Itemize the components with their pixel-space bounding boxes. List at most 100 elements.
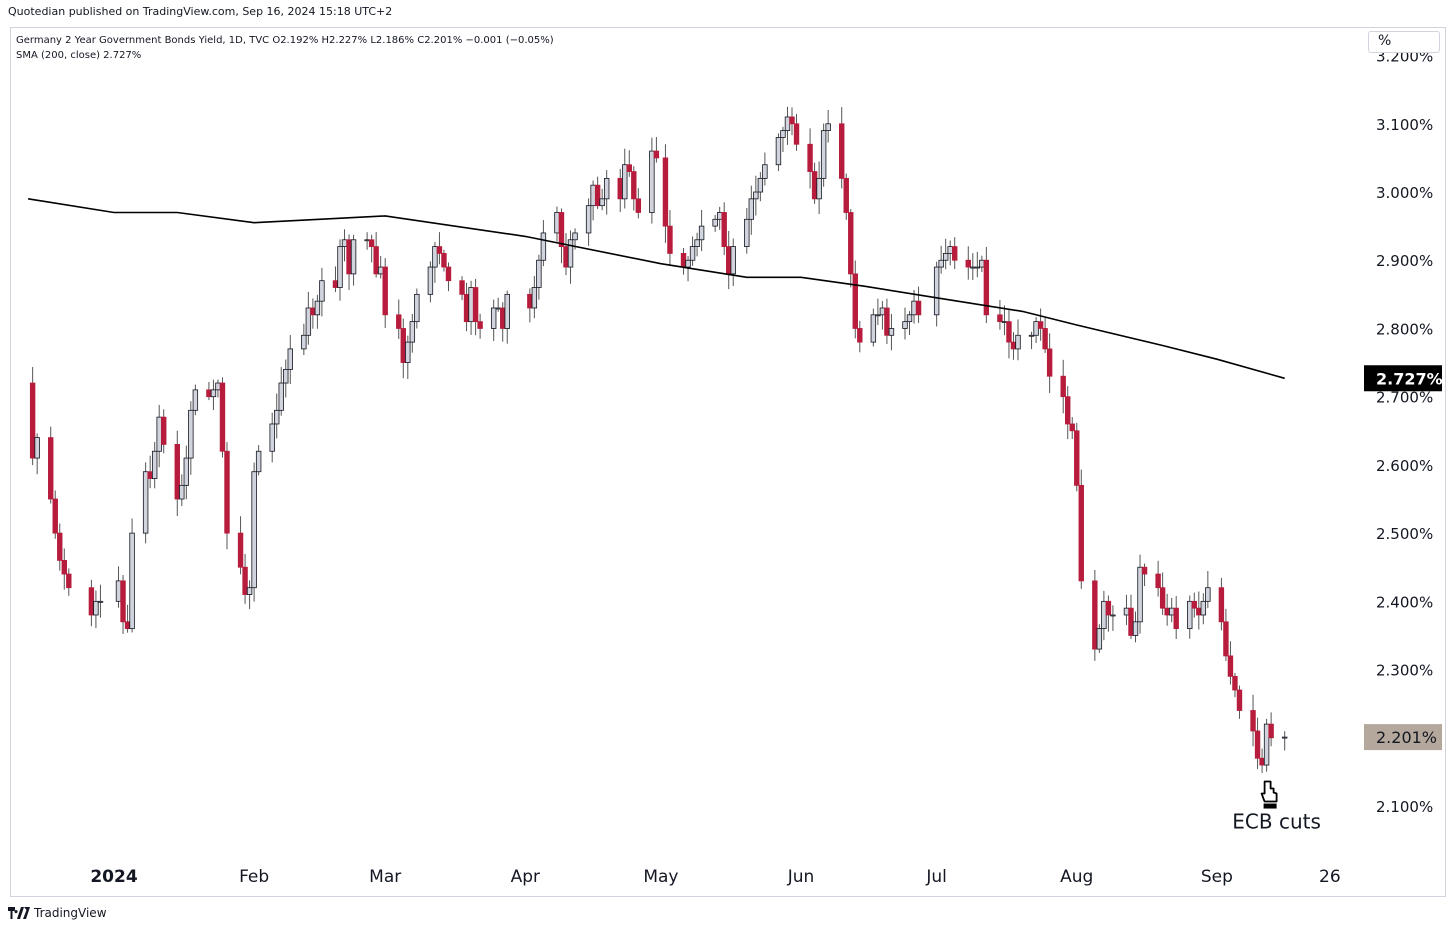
candle-2024-07-02 xyxy=(938,245,944,274)
candle-2024-05-29 xyxy=(784,106,791,145)
candle-2024-02-29 xyxy=(377,256,384,279)
candle-2024-08-16 xyxy=(1141,563,1148,587)
svg-text:2.727%: 2.727% xyxy=(1376,369,1443,388)
time-axis[interactable]: 2024 Feb Mar Apr May Jun Jul Aug Sep 26 xyxy=(90,867,1340,887)
candle-2024-09-12 xyxy=(1263,718,1270,772)
price-tick-label: 2.700% xyxy=(1376,389,1433,407)
candle-2024-07-01 xyxy=(933,261,940,327)
candle-2024-08-01 xyxy=(1074,422,1080,492)
candle-2024-07-31 xyxy=(1069,417,1075,440)
sma-value-badge: 2.727% xyxy=(1364,365,1443,392)
price-tick-label: 3.000% xyxy=(1376,184,1433,202)
annotation-ecb-cuts: ECB cuts xyxy=(1232,780,1321,834)
candle-2024-01-09 xyxy=(147,455,153,489)
candle-2024-06-24 xyxy=(902,307,908,340)
candle-2024-04-10 xyxy=(563,233,569,276)
candle-2024-08-22 xyxy=(1168,597,1175,623)
price-axis[interactable]: 2.100%2.200%2.300%2.400%2.500%2.600%2.70… xyxy=(1376,48,1433,816)
candle-2024-04-19 xyxy=(603,170,610,215)
candle-2024-06-03 xyxy=(807,128,813,189)
candle-2024-08-21 xyxy=(1164,593,1170,626)
candle-2024-02-07 xyxy=(278,367,284,416)
candle-2024-07-26 xyxy=(1046,333,1053,394)
candle-2024-01-29 xyxy=(237,516,244,575)
candle-2024-05-09 xyxy=(694,232,700,257)
candle-2024-06-20 xyxy=(884,298,890,345)
candle-2024-08-02 xyxy=(1078,469,1084,589)
candle-2024-03-07 xyxy=(409,314,416,353)
candle-2024-02-06 xyxy=(274,393,280,439)
candle-2024-05-15 xyxy=(721,202,727,256)
candle-2024-07-30 xyxy=(1065,386,1071,440)
candle-2024-05-16 xyxy=(726,230,732,290)
candle-2024-01-24 xyxy=(215,379,221,398)
time-tick-label: Feb xyxy=(239,867,269,887)
candle-2024-02-14 xyxy=(310,298,316,329)
candle-2024-06-05 xyxy=(816,161,822,215)
candle-2024-03-13 xyxy=(436,232,443,265)
candle-2024-04-22 xyxy=(617,168,623,213)
candle-2024-09-13 xyxy=(1268,712,1274,747)
candle-2024-07-08 xyxy=(965,246,971,280)
time-tick-label: Jul xyxy=(925,867,947,887)
time-tick-label: Sep xyxy=(1201,867,1233,887)
candle-2023-12-22 xyxy=(66,568,72,596)
candle-2024-01-30 xyxy=(242,553,248,604)
candle-2024-06-25 xyxy=(906,311,913,336)
candle-2024-04-23 xyxy=(622,148,628,209)
candle-2024-03-21 xyxy=(472,278,479,336)
candle-2024-04-11 xyxy=(567,230,574,284)
candle-2024-04-05 xyxy=(540,220,547,267)
candle-2024-03-18 xyxy=(459,276,465,301)
time-tick-label: 26 xyxy=(1319,867,1341,887)
candle-2024-06-12 xyxy=(848,209,854,288)
candle-2024-08-12 xyxy=(1123,594,1130,626)
candle-2024-01-31 xyxy=(246,580,253,610)
price-tick-label: 2.900% xyxy=(1376,252,1433,270)
candle-2024-03-27 xyxy=(500,302,506,342)
candle-2024-09-03 xyxy=(1223,608,1229,661)
candle-2024-05-23 xyxy=(757,172,764,202)
candle-2024-09-02 xyxy=(1218,577,1225,631)
candle-2024-05-30 xyxy=(789,107,795,136)
candle-2024-01-26 xyxy=(224,442,230,550)
candle-2024-01-02 xyxy=(115,566,122,608)
candle-2024-08-26 xyxy=(1187,595,1193,639)
candle-2024-01-22 xyxy=(206,381,212,401)
time-tick-label: May xyxy=(643,867,678,887)
candle-2024-08-19 xyxy=(1155,560,1161,597)
price-tick-label: 2.800% xyxy=(1376,320,1433,338)
candle-2024-07-10 xyxy=(974,251,981,278)
candle-2024-05-13 xyxy=(712,214,718,232)
candle-2024-04-02 xyxy=(527,288,533,323)
candle-2024-06-21 xyxy=(888,313,895,351)
candle-2024-06-07 xyxy=(825,109,831,143)
time-tick-label: Mar xyxy=(369,867,401,887)
candle-2024-07-11 xyxy=(979,255,985,273)
candle-2024-05-14 xyxy=(716,206,723,230)
pointing-hand-icon xyxy=(1260,780,1278,809)
candle-2024-08-23 xyxy=(1173,596,1179,640)
price-tick-label: 2.500% xyxy=(1376,525,1433,543)
candle-2024-08-28 xyxy=(1196,591,1202,630)
candle-2024-02-23 xyxy=(350,234,357,286)
candle-2024-08-08 xyxy=(1105,595,1112,632)
candle-2024-06-18 xyxy=(875,298,881,326)
candle-2024-08-07 xyxy=(1101,590,1107,641)
candlestick-series xyxy=(29,106,1288,774)
candle-2024-07-05 xyxy=(952,237,958,270)
candle-2024-09-11 xyxy=(1259,748,1265,774)
candle-2024-02-27 xyxy=(368,234,375,263)
candle-2024-01-15 xyxy=(174,430,180,516)
candle-2024-04-04 xyxy=(536,254,542,300)
candle-2024-07-23 xyxy=(1033,317,1039,344)
candle-2024-06-10 xyxy=(839,107,845,189)
candle-2024-03-11 xyxy=(427,261,434,303)
candle-2024-07-22 xyxy=(1028,331,1035,350)
percent-scale-button[interactable]: % xyxy=(1368,31,1440,53)
chart-legend: Germany 2 Year Government Bonds Yield, 1… xyxy=(16,33,554,63)
candle-2024-04-17 xyxy=(594,176,601,210)
candle-2024-02-16 xyxy=(319,267,325,317)
candle-2024-04-16 xyxy=(590,180,596,221)
